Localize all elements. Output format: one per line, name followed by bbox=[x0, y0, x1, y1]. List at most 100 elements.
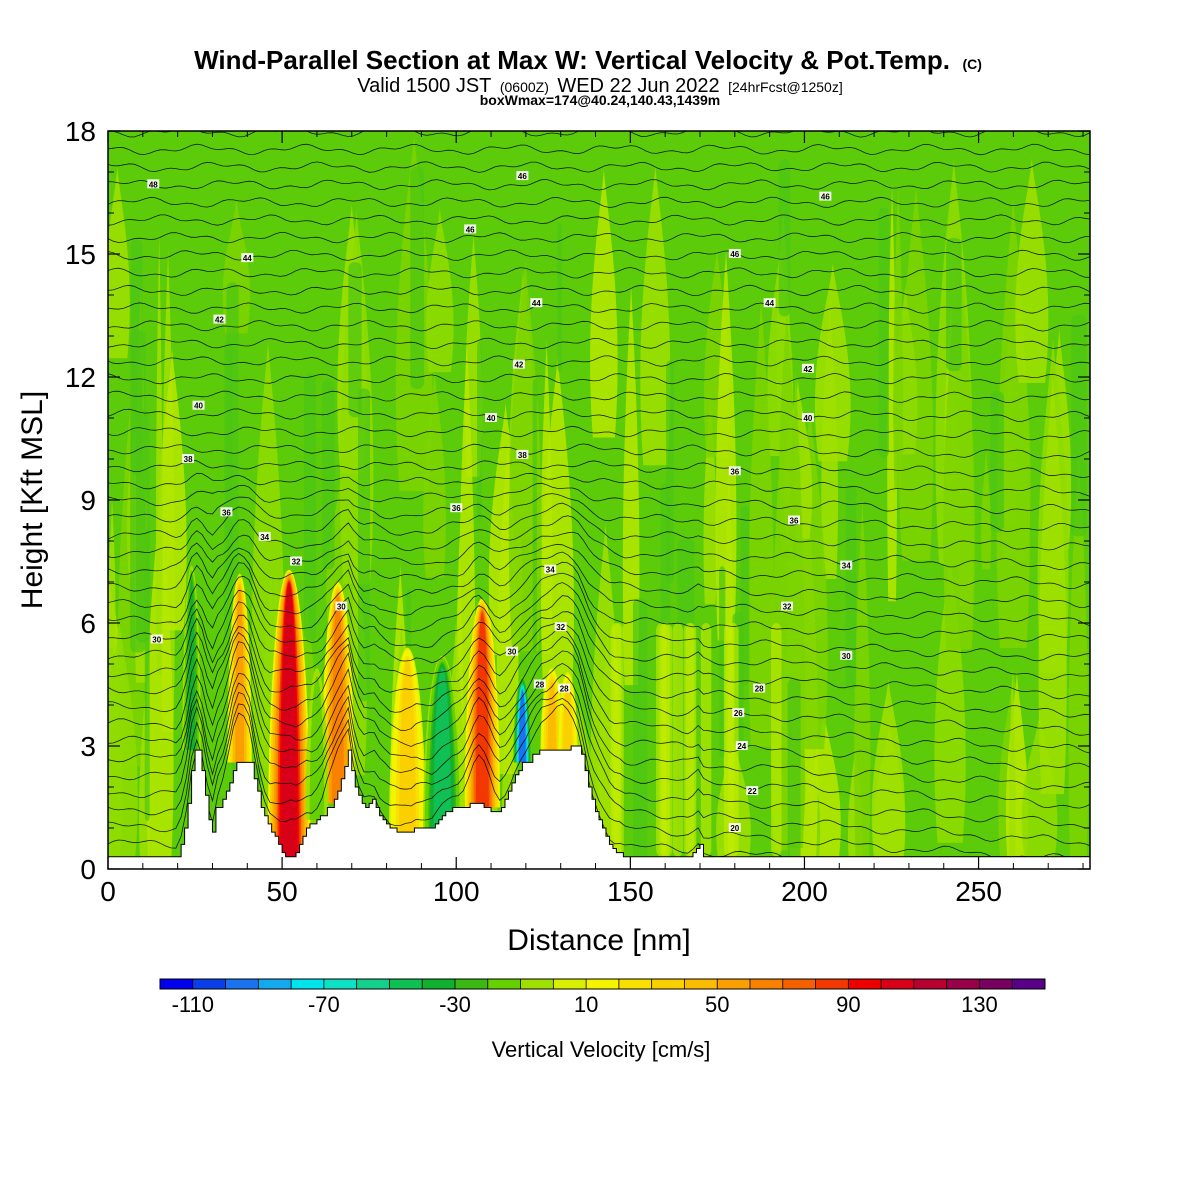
isentrope-label-bg bbox=[801, 363, 814, 373]
isentrope-label-bg bbox=[241, 253, 254, 263]
isentrope-line bbox=[108, 267, 1090, 279]
isentrope-label-bg bbox=[732, 708, 745, 718]
y-tick-label: 15 bbox=[65, 239, 96, 270]
isentrope-label-bg bbox=[512, 359, 525, 369]
colorbar-swatch bbox=[651, 979, 685, 989]
isentrope-label: 44 bbox=[243, 254, 252, 263]
velocity-streak bbox=[632, 598, 648, 869]
terrain bbox=[108, 745, 1090, 869]
velocity-streak bbox=[357, 388, 371, 702]
isentrope-label: 32 bbox=[556, 623, 565, 632]
velocity-streak bbox=[887, 182, 897, 602]
isentrope-label: 34 bbox=[842, 562, 851, 571]
isentrope-label: 26 bbox=[734, 709, 743, 718]
isentrope-label-bg bbox=[753, 683, 766, 693]
isentrope-label: 40 bbox=[194, 402, 203, 411]
x-tick-label: 150 bbox=[607, 876, 654, 907]
isentrope-label-bg bbox=[554, 622, 567, 632]
velocity-streak bbox=[981, 445, 992, 570]
velocity-streak bbox=[108, 619, 138, 869]
velocity-streak bbox=[672, 623, 684, 857]
velocity-streak bbox=[990, 391, 1004, 533]
isentrope-label-bg bbox=[728, 823, 741, 832]
velocity-streak bbox=[423, 368, 446, 578]
isentrope-line bbox=[108, 355, 1090, 367]
isentrope-line bbox=[108, 459, 1090, 479]
isentrope-line bbox=[108, 284, 1090, 297]
isentrope-line bbox=[108, 582, 1090, 681]
isentrope-line bbox=[108, 143, 1090, 156]
colorbar-swatch bbox=[815, 979, 849, 989]
colorbar-tick-label: -30 bbox=[439, 992, 471, 1017]
isentrope-label: 48 bbox=[149, 180, 158, 189]
isentrope-label: 44 bbox=[532, 299, 541, 308]
colorbar-tick-label: 50 bbox=[705, 992, 729, 1017]
isentrope-label: 20 bbox=[730, 824, 739, 833]
x-tick-label: 250 bbox=[955, 876, 1002, 907]
downdraft-cell bbox=[312, 682, 322, 820]
velocity-streak bbox=[155, 231, 163, 676]
isentrope-line bbox=[108, 561, 1090, 642]
velocity-streak bbox=[410, 166, 425, 389]
velocity-streak bbox=[946, 238, 962, 372]
isentrope-label: 44 bbox=[765, 299, 774, 308]
isentrope-label: 34 bbox=[546, 566, 555, 575]
isentrope-line bbox=[108, 408, 1090, 422]
isentrope-label-bg bbox=[533, 679, 546, 689]
isentrope-label: 42 bbox=[514, 361, 523, 370]
updraft-cell bbox=[400, 661, 415, 833]
isentrope-label-bg bbox=[220, 507, 233, 517]
isentrope-label: 42 bbox=[803, 365, 812, 374]
colorbar-swatch bbox=[389, 979, 423, 989]
isentrope-label: 40 bbox=[487, 414, 496, 423]
isentrope-label: 32 bbox=[783, 603, 792, 612]
colorbar-swatch bbox=[946, 979, 980, 989]
isentrope-label: 36 bbox=[790, 517, 799, 526]
isentrope-label: 28 bbox=[560, 685, 569, 694]
colorbar-swatch bbox=[487, 979, 522, 989]
velocity-streak bbox=[728, 623, 739, 857]
colorbar-swatch bbox=[913, 979, 948, 989]
isentrope-line bbox=[108, 650, 1090, 790]
x-axis-label: Distance [nm] bbox=[507, 924, 690, 957]
velocity-streak bbox=[322, 379, 335, 570]
colorbar-swatch bbox=[782, 979, 817, 989]
isentrope-label-bg bbox=[763, 298, 776, 308]
velocity-streak bbox=[854, 498, 871, 869]
velocity-streak bbox=[1071, 314, 1087, 537]
colorbar-swatch bbox=[553, 979, 587, 989]
isentrope-label: 30 bbox=[337, 603, 346, 612]
isentrope-label: 46 bbox=[821, 193, 830, 202]
isentrope-label: 36 bbox=[730, 467, 739, 476]
isentrope-label: 24 bbox=[737, 742, 746, 751]
isentrope-label-bg bbox=[147, 179, 160, 189]
y-axis-label: Height [Kft MSL] bbox=[16, 391, 49, 609]
updraft-cell bbox=[235, 588, 245, 763]
isentrope-line bbox=[108, 551, 1090, 627]
downdraft-cell bbox=[519, 690, 526, 763]
colorbar-swatch bbox=[881, 979, 915, 989]
colorbar-swatch bbox=[192, 979, 227, 989]
x-tick-label: 0 bbox=[100, 876, 116, 907]
y-tick-label: 12 bbox=[65, 362, 96, 393]
isentrope-label-bg bbox=[290, 556, 303, 566]
colorbar-swatch bbox=[520, 979, 554, 989]
colorbar-label: Vertical Velocity [cm/s] bbox=[492, 1037, 711, 1062]
isentrope-label-bg bbox=[182, 454, 195, 463]
isentrope-line bbox=[108, 697, 1090, 858]
isentrope-label: 22 bbox=[748, 787, 757, 796]
colorbar: -110 -70 -30 10 50 90 130 bbox=[159, 978, 1046, 1017]
chart-title: Wind-Parallel Section at Max W: Vertical… bbox=[194, 45, 982, 75]
isentrope-label-bg bbox=[335, 601, 348, 611]
colorbar-swatch bbox=[258, 979, 292, 989]
isentrope-line bbox=[108, 231, 1090, 244]
isentrope-line bbox=[108, 515, 1090, 570]
isentrope-label: 46 bbox=[466, 225, 475, 234]
velocity-streak bbox=[1038, 374, 1067, 795]
colorbar-swatch bbox=[160, 979, 194, 989]
y-tick-label: 9 bbox=[80, 485, 96, 516]
colorbar-tick-label: -70 bbox=[308, 992, 340, 1017]
velocity-streak bbox=[845, 484, 857, 690]
velocity-streak bbox=[532, 379, 537, 654]
